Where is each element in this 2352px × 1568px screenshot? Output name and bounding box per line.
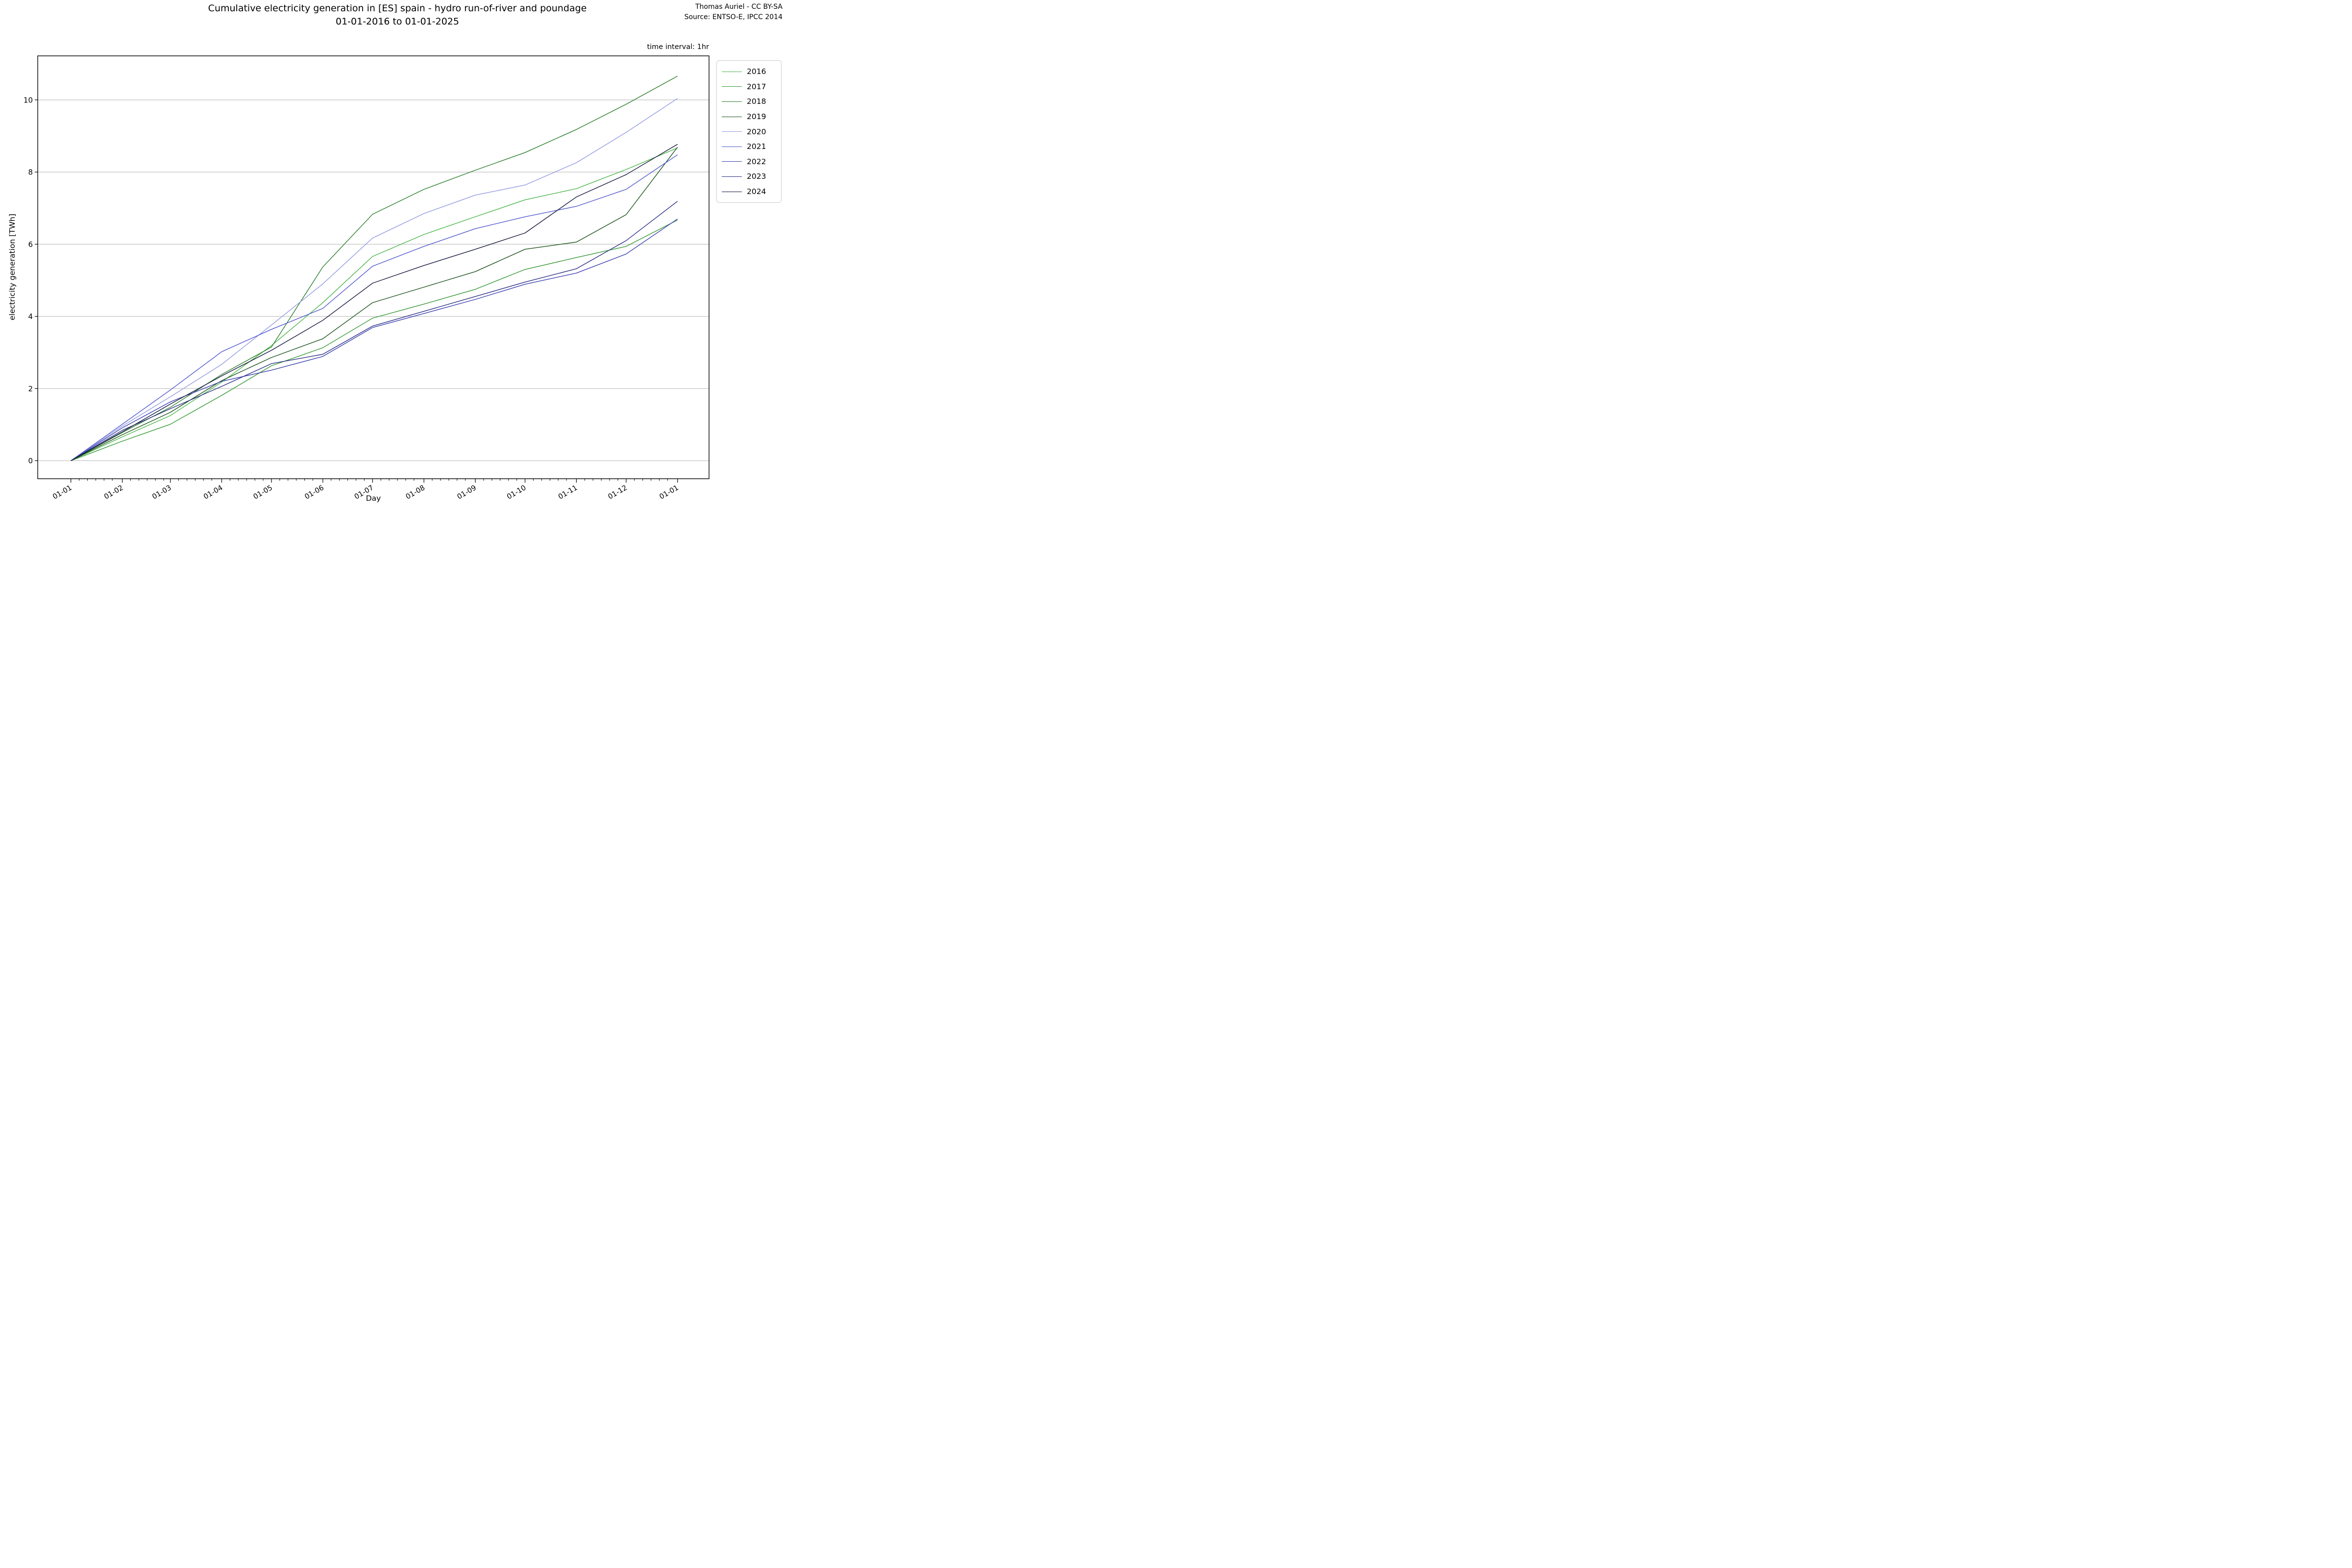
time-interval-annotation: time interval: 1hr (647, 43, 709, 51)
y-tick-label: 0 (28, 457, 33, 466)
attribution-source: Source: ENTSO-E, IPCC 2014 (684, 13, 783, 21)
y-axis-ticks: 0 2 4 6 8 10 (24, 96, 38, 466)
x-tick-label: 01-05 (252, 484, 273, 501)
x-tick-label: 01-09 (456, 484, 478, 501)
legend-label-2021: 2021 (747, 142, 766, 151)
series-line-2022 (71, 219, 678, 461)
legend-item-2019: 2019 (722, 109, 776, 124)
series-lines (71, 75, 678, 461)
series-line-2023 (71, 201, 678, 461)
plot-border (37, 55, 710, 479)
x-tick-label: 01-12 (607, 484, 628, 501)
legend-label-2019: 2019 (747, 112, 766, 122)
legend-label-2022: 2022 (747, 157, 766, 166)
x-tick-label: 01-03 (151, 484, 172, 501)
legend-line-sample-2018 (722, 101, 742, 102)
x-axis-label: Day (366, 494, 381, 503)
legend-item-2017: 2017 (722, 79, 776, 95)
legend-item-2021: 2021 (722, 139, 776, 154)
x-tick-label: 01-10 (506, 484, 527, 501)
x-tick-label: 01-06 (303, 484, 325, 501)
chart-title: Cumulative electricity generation in [ES… (208, 3, 587, 14)
x-tick-label: 01-11 (557, 484, 579, 501)
series-line-2024 (71, 144, 678, 461)
legend-item-2020: 2020 (722, 124, 776, 139)
y-tick-label: 2 (28, 384, 33, 393)
legend-label-2018: 2018 (747, 97, 766, 106)
chart-subtitle: 01-01-2016 to 01-01-2025 (335, 16, 459, 27)
legend-line-sample-2017 (722, 86, 742, 87)
y-tick-label: 6 (28, 240, 33, 249)
x-tick-label: 01-02 (103, 484, 124, 501)
series-line-2016 (71, 147, 678, 461)
legend-item-2018: 2018 (722, 94, 776, 109)
legend-item-2022: 2022 (722, 154, 776, 170)
y-tick-label: 8 (28, 168, 33, 177)
legend-line-sample-2023 (722, 176, 742, 177)
series-line-2021 (71, 154, 678, 461)
figure: 01-01 01-02 01-03 01-04 01-05 01-06 01-07 01-08… (0, 0, 784, 523)
legend-line-sample-2022 (722, 161, 742, 162)
legend-item-2016: 2016 (722, 64, 776, 79)
series-line-2020 (71, 98, 678, 461)
legend-label-2020: 2020 (747, 127, 766, 136)
chart-canvas: 01-01 01-02 01-03 01-04 01-05 01-06 01-07 01-08… (8, 55, 710, 503)
y-gridlines (38, 99, 709, 461)
chart-title-block: Cumulative electricity generation in [ES… (208, 3, 587, 27)
legend-label-2024: 2024 (747, 187, 766, 196)
x-tick-label: 01-01 (658, 484, 680, 501)
x-tick-label: 01-08 (405, 484, 426, 501)
x-tick-label: 01-01 (51, 484, 73, 501)
series-line-2017 (71, 220, 678, 461)
legend-item-2023: 2023 (722, 169, 776, 184)
legend-item-2024: 2024 (722, 184, 776, 199)
series-line-2019 (71, 147, 678, 461)
attribution: Thomas Auriel - CC BY-SA Source: ENTSO-E… (685, 2, 783, 23)
legend: 2016 2017 2018 2019 2020 2021 2022 2023 2024 (716, 60, 782, 203)
y-axis-label: electricity generation [TWh] (8, 214, 17, 320)
legend-label-2023: 2023 (747, 172, 766, 181)
legend-label-2017: 2017 (747, 82, 766, 91)
x-tick-label: 01-04 (202, 484, 224, 501)
legend-label-2016: 2016 (747, 67, 766, 76)
series-line-2018 (71, 75, 678, 461)
y-tick-label: 10 (24, 96, 33, 104)
attribution-author: Thomas Auriel - CC BY-SA (695, 3, 783, 11)
y-tick-label: 4 (28, 312, 33, 321)
legend-line-sample-2020 (722, 131, 742, 132)
